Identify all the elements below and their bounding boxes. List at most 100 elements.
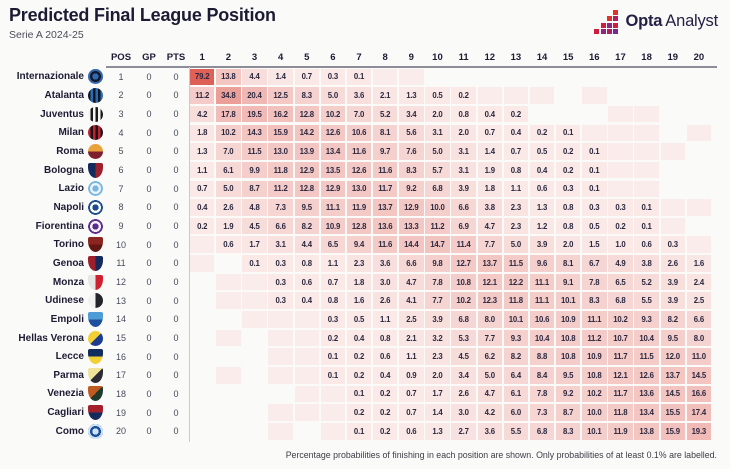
prob-cell: 1.4 — [477, 143, 502, 160]
table-row: Atalanta 2 0 0 11.2 34.8 20.4 12.5 8.3 5.0 3.6 2.1 1… — [8, 86, 722, 105]
prob-cell: 0.6 — [216, 236, 241, 253]
prob-cell: 9.5 — [660, 329, 685, 347]
club-crest-icon — [87, 349, 103, 365]
prob-cell: 2.7 — [451, 423, 476, 440]
prob-cell — [242, 404, 266, 421]
prob-cell: 3.4 — [451, 367, 476, 384]
gp-value: 0 — [146, 146, 152, 157]
prob-cell: 1.1 — [503, 180, 529, 198]
prob-cell: 0.5 — [346, 311, 372, 328]
prob-cell — [686, 199, 712, 216]
prob-cell: 1.6 — [346, 292, 372, 309]
prob-cell: 6.6 — [268, 217, 293, 235]
prob-cell: 9.9 — [242, 161, 267, 179]
table-row: Udinese 13 0 0 0.3 0.4 0.8 1.6 2.6 4.1 7.7 10.2 12.3… — [8, 291, 722, 310]
prob-cell: 0.3 — [320, 311, 346, 328]
prob-cell: 1.4 — [425, 404, 450, 421]
prob-cell — [268, 329, 293, 347]
club-crest-icon — [87, 181, 103, 197]
table-row: Genoa 11 0 0 0.1 0.3 0.8 1.1 2.3 3.6 6.6 9.8 12.7 13.… — [8, 254, 722, 273]
prob-cell: 0.1 — [242, 255, 267, 272]
prob-cell: 15.9 — [268, 124, 293, 142]
prob-cell: 1.1 — [320, 255, 346, 272]
prob-cell: 10.4 — [634, 329, 659, 347]
prob-cell: 11.6 — [346, 143, 372, 160]
pos-value: 7 — [118, 183, 124, 194]
prob-cell: 9.2 — [555, 385, 581, 403]
prob-cell: 0.6 — [372, 348, 398, 365]
position-column-header: 7 — [356, 52, 362, 63]
prob-cell: 11.7 — [372, 180, 398, 198]
prob-cell: 3.6 — [372, 255, 398, 272]
prob-cell: 1.9 — [216, 217, 241, 235]
prob-cell — [687, 181, 711, 198]
prob-cell: 0.1 — [346, 423, 372, 440]
prob-cell: 12.5 — [268, 87, 293, 104]
prob-cell: 20.4 — [242, 87, 267, 104]
gp-value: 0 — [146, 90, 152, 101]
position-column-header: 15 — [562, 52, 574, 63]
prob-cell: 1.7 — [242, 236, 267, 253]
prob-cell: 10.2 — [320, 105, 346, 123]
prob-cell: 4.1 — [399, 292, 424, 309]
prob-cell: 3.8 — [477, 199, 502, 216]
gp-value: 0 — [146, 370, 152, 381]
prob-cell: 0.2 — [346, 404, 372, 421]
prob-cell: 1.1 — [190, 161, 215, 179]
prob-cell: 4.2 — [477, 404, 502, 421]
prob-cell: 8.3 — [294, 87, 319, 104]
pos-value: 17 — [115, 370, 126, 381]
pos-value: 12 — [115, 277, 126, 288]
table-row: Cagliari 19 0 0 0.2 0.2 0.7 1.4 3.0 4.2 6.0 7.3 8.7 1… — [8, 403, 722, 422]
prob-cell — [660, 217, 685, 235]
prob-cell: 0.2 — [346, 367, 372, 384]
prob-cell: 8.4 — [529, 367, 555, 384]
prob-cell: 12.8 — [294, 180, 319, 198]
club-crest-icon — [87, 386, 103, 402]
prob-cell: 12.8 — [346, 217, 372, 235]
prob-cell: 10.9 — [582, 348, 607, 365]
position-column-header: 16 — [589, 52, 600, 63]
prob-cell: 12.0 — [660, 348, 685, 365]
pts-value: 0 — [173, 370, 179, 381]
prob-cell: 5.7 — [425, 161, 450, 179]
club-crest-icon — [87, 274, 103, 290]
prob-cell: 0.1 — [634, 199, 659, 216]
prob-cell — [216, 255, 240, 272]
table-row: Lazio 7 0 0 0.7 5.0 8.7 11.2 12.8 12.9 13.0 11.7 9.2… — [8, 179, 722, 198]
prob-cell: 10.4 — [529, 329, 555, 347]
prob-cell: 4.5 — [242, 217, 267, 235]
prob-cell — [242, 348, 266, 365]
gp-value: 0 — [146, 351, 152, 362]
prob-cell: 7.8 — [425, 273, 450, 291]
prob-cell — [242, 311, 267, 328]
prob-cell: 3.1 — [268, 236, 293, 253]
prob-cell: 6.4 — [503, 367, 529, 384]
prob-cell: 7.8 — [582, 273, 607, 291]
prob-cell: 0.8 — [320, 292, 346, 309]
prob-cell: 7.8 — [529, 385, 555, 403]
club-crest-icon — [87, 293, 103, 309]
prob-cell — [190, 255, 215, 272]
prob-cell: 0.2 — [190, 217, 215, 235]
prob-cell: 9.3 — [503, 329, 529, 347]
prob-cell — [634, 180, 659, 198]
pts-value: 0 — [173, 90, 179, 101]
prob-cell: 10.2 — [451, 292, 476, 309]
prob-cell: 0.5 — [529, 143, 555, 160]
pos-value: 2 — [118, 90, 124, 101]
prob-cell: 0.1 — [582, 143, 607, 160]
prob-cell: 7.0 — [216, 143, 241, 160]
prob-cell: 4.2 — [190, 105, 215, 123]
team-name: Genoa — [52, 257, 84, 269]
club-crest-icon — [87, 143, 103, 159]
prob-cell: 0.6 — [399, 423, 424, 440]
prob-cell — [634, 161, 659, 179]
prob-cell: 14.7 — [425, 236, 450, 253]
prob-cell — [242, 273, 267, 291]
prob-cell: 4.8 — [242, 199, 267, 216]
pts-value: 0 — [173, 146, 179, 157]
prob-cell: 0.1 — [346, 68, 372, 86]
prob-cell: 4.4 — [242, 68, 267, 86]
gp-value: 0 — [146, 221, 152, 232]
